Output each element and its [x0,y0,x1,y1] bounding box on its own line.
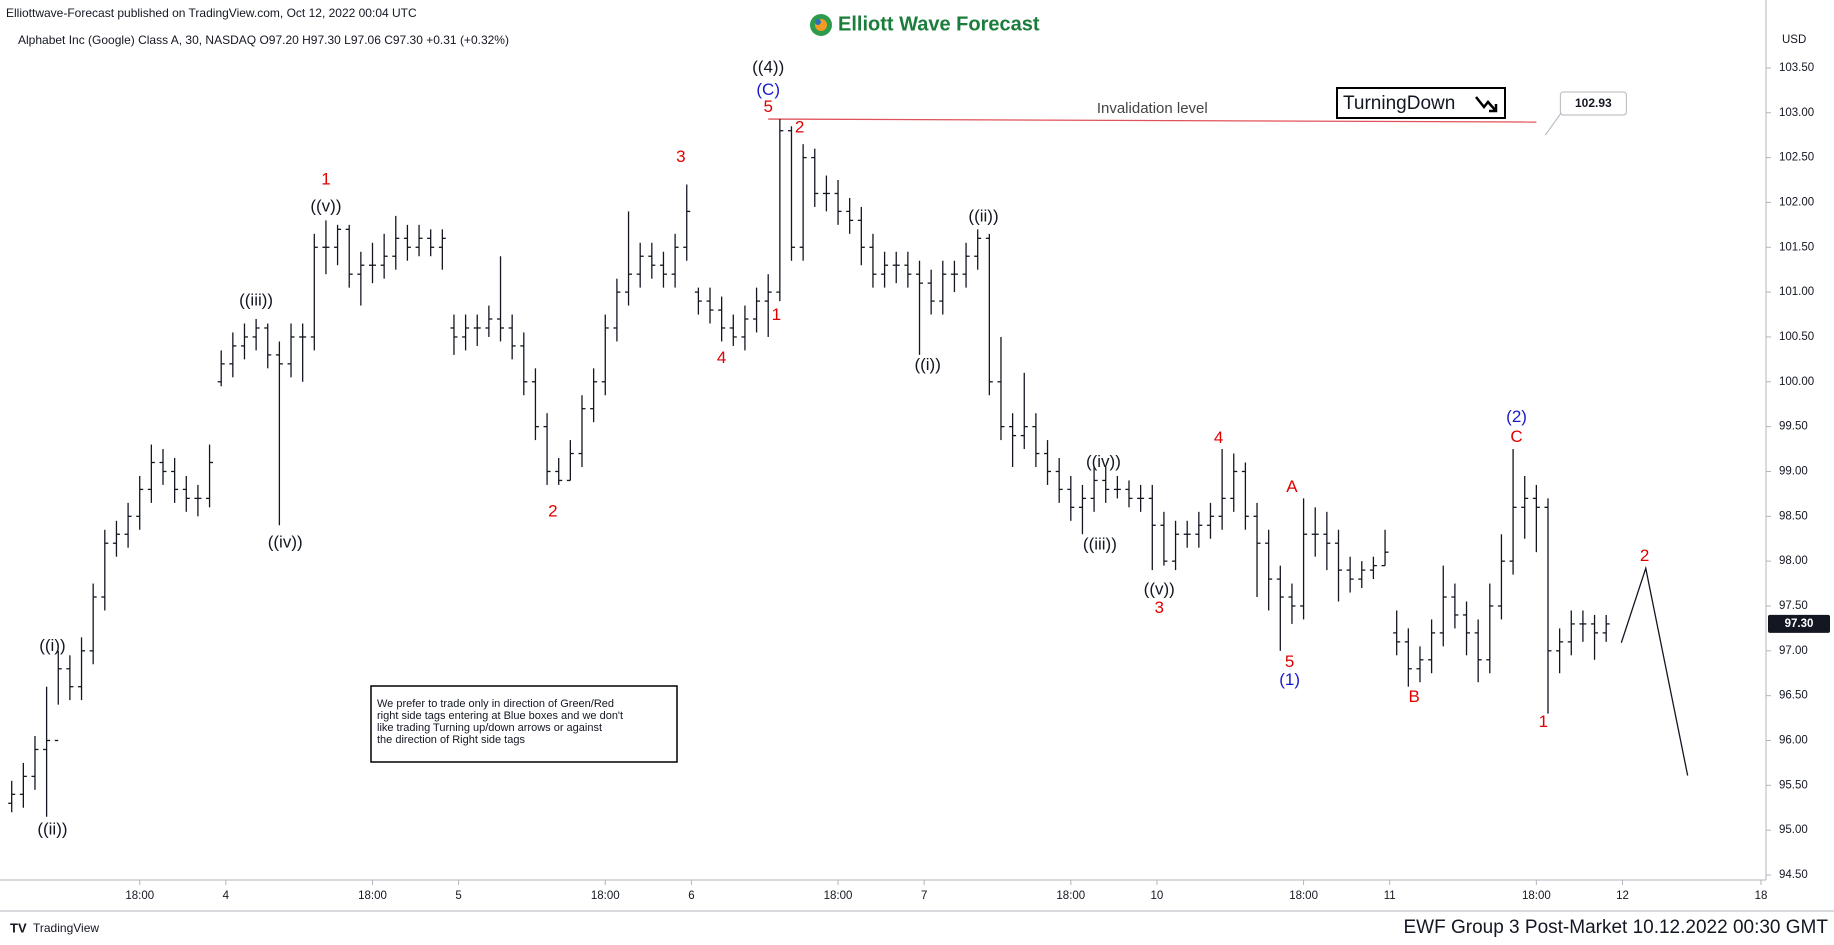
note-box: We prefer to trade only in direction of … [370,685,678,763]
x-tick-label: 18:00 [591,890,620,902]
last-price-tag [1768,614,1830,633]
y-tick-label: 100.50 [1779,331,1814,343]
wave-label: ((i)) [39,636,65,655]
y-tick-label: 95.00 [1779,824,1808,836]
wave-label: A [1286,477,1298,496]
y-tick-label: 99.00 [1779,466,1808,478]
wave-label: (2) [1506,407,1527,426]
brand-title: Elliott Wave Forecast [838,13,1040,35]
wave-label: 3 [1155,598,1164,617]
y-tick-label: 94.50 [1779,869,1808,881]
wave-label: ((v)) [310,196,341,215]
platform-name: TradingView [33,921,99,935]
wave-label: ((i)) [914,355,940,374]
signal-arrow [1475,96,1497,112]
y-tick-label: 100.00 [1779,376,1814,388]
y-tick-label: 96.50 [1779,690,1808,702]
x-tick-label: 4 [223,890,230,902]
x-tick-label: 18:00 [125,890,154,902]
wave-label: 5 [1285,652,1294,671]
symbol-line: Alphabet Inc (Google) Class A, 30, NASDA… [18,33,509,47]
footer-caption: EWF Group 3 Post-Market 10.12.2022 00:30… [1403,917,1828,938]
invalidation-label: Invalidation level [1097,100,1208,117]
x-tick-label: 18:00 [1056,890,1085,902]
note-line: like trading Turning up/down arrows or a… [377,722,602,734]
wave-label: ((iv)) [1086,452,1121,471]
x-tick-label: 18 [1755,890,1768,902]
wave-label: 2 [795,117,804,136]
price-tag-label: 102.93 [1575,96,1612,110]
footer: TV TradingView EWF Group 3 Post-Market 1… [10,917,1828,938]
wave-label: B [1408,687,1419,706]
published-line: Elliottwave-Forecast published on Tradin… [6,6,417,20]
signal-frame [1336,87,1506,119]
wave-label: (C) [756,80,780,99]
platform-logo: TV [10,920,27,935]
wave-label: 1 [321,170,330,189]
y-tick-label: 101.00 [1779,286,1814,298]
x-tick-label: 12 [1616,890,1629,902]
x-tick-label: 18:00 [358,890,387,902]
ohlc-bars [8,119,1610,817]
y-tick-label: 98.50 [1779,510,1808,522]
wave-label: ((ii)) [968,206,998,225]
wave-label: 5 [763,97,772,116]
currency-label: USD [1782,34,1806,46]
wave-label: 1 [1539,712,1548,731]
x-tick-label: 10 [1151,890,1164,902]
note-line: right side tags entering at Blue boxes a… [377,710,623,722]
price-tag [1559,91,1627,116]
y-tick-label: 98.00 [1779,555,1808,567]
x-tick-label: 5 [455,890,461,902]
x-tick-label: 18:00 [824,890,853,902]
invalidation-line [768,118,1537,123]
y-tick-label: 102.50 [1779,152,1814,164]
y-tick-label: 97.50 [1779,600,1808,612]
x-tick-label: 18:00 [1522,890,1551,902]
note-line: We prefer to trade only in direction of … [377,698,614,710]
wave-label: 3 [676,147,685,166]
x-tick-label: 7 [921,890,927,902]
projection-line [1620,565,1689,776]
y-tick-label: 103.00 [1779,107,1814,119]
y-tick-label: 102.00 [1779,196,1814,208]
wave-label: 2 [1640,546,1649,565]
wave-label: 4 [1214,428,1223,447]
wave-label: C [1510,427,1522,446]
signal-arrowhead [1489,104,1498,113]
x-tick-label: 18:00 [1289,890,1318,902]
y-tick-label: 101.50 [1779,241,1814,253]
wave-label: ((v)) [1144,579,1175,598]
y-tick-label: 103.50 [1779,62,1814,74]
wave-label: ((iv)) [268,533,303,552]
x-tick-label: 6 [688,890,694,902]
signal-text: TurningDown [1343,93,1455,114]
note-line: the direction of Right side tags [377,734,525,746]
brand-logo [810,14,832,36]
wave-label: (1) [1279,670,1300,689]
y-tick-label: 96.00 [1779,735,1808,747]
wave-label: 1 [772,305,781,324]
note-frame [370,685,678,763]
wave-label: 2 [548,501,557,520]
x-tick-label: 11 [1384,890,1396,902]
wave-label: ((4)) [752,57,784,76]
wave-label: ((iii)) [239,291,273,310]
y-tick-label: 99.50 [1779,421,1808,433]
y-tick-label: 97.00 [1779,645,1808,657]
wave-label: 4 [717,348,726,367]
signal-box: TurningDown [1336,87,1506,119]
wave-label: ((ii)) [37,820,67,839]
logo-dot [815,19,821,25]
y-tick-label: 95.50 [1779,779,1808,791]
wave-label: ((iii)) [1083,534,1117,553]
last-price-label: 97.30 [1785,618,1814,630]
